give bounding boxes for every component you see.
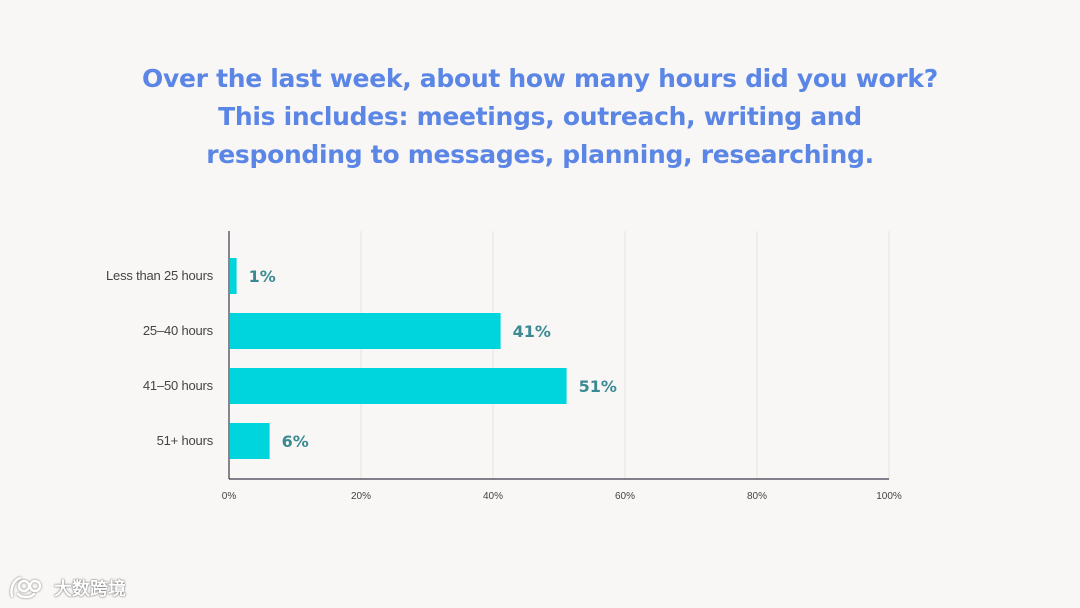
category-label: Less than 25 hours xyxy=(106,268,214,283)
x-tick-label: 60% xyxy=(615,491,635,502)
bar xyxy=(230,423,270,459)
bar xyxy=(230,368,567,404)
logo-icon xyxy=(10,576,42,599)
category-label: 25–40 hours xyxy=(143,323,214,338)
value-label: 6% xyxy=(282,432,309,451)
x-tick-label: 40% xyxy=(483,491,503,502)
bar xyxy=(230,258,237,294)
value-label: 51% xyxy=(579,377,617,396)
value-label: 41% xyxy=(513,322,551,341)
category-label: 51+ hours xyxy=(157,433,214,448)
x-tick-label: 100% xyxy=(876,491,902,502)
watermark: 大数跨境 xyxy=(8,574,126,602)
x-tick-label: 20% xyxy=(351,491,371,502)
watermark-text: 大数跨境 xyxy=(54,579,126,600)
bar xyxy=(230,313,501,349)
value-label: 1% xyxy=(249,267,276,286)
chart-title: Over the last week, about how many hours… xyxy=(142,64,938,169)
category-label: 41–50 hours xyxy=(143,378,214,393)
x-tick-label: 0% xyxy=(222,491,237,502)
x-tick-label: 80% xyxy=(747,491,767,502)
